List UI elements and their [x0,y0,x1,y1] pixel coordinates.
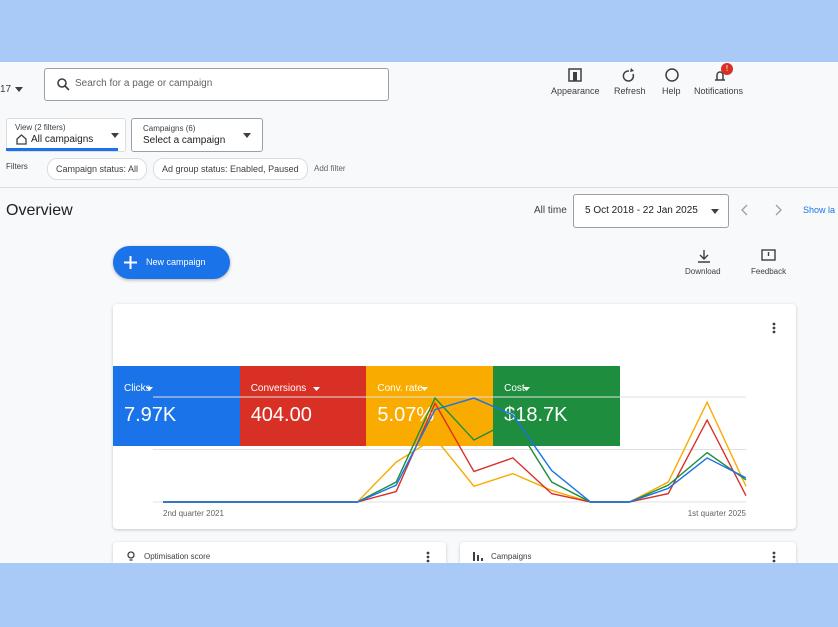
caret [523,387,531,391]
date-picker[interactable]: 5 Oct 2018 - 22 Jan 2025 [573,194,729,228]
more-icon[interactable] [772,551,776,563]
search-box[interactable]: Search for a page or campaign [44,68,389,101]
view-value: All campaigns [31,134,94,145]
show-link[interactable]: Show la [803,205,836,215]
metric-total: 5.07% [377,404,435,426]
action-icons [698,249,776,263]
filters-label: Filters [6,162,28,171]
caret [111,133,119,138]
caret [711,209,719,214]
campaign-label: Campaigns (6) [143,124,196,133]
more-icon[interactable] [426,551,430,563]
bulb-icon [127,551,135,561]
toolbar-action[interactable]: Help [662,86,681,96]
range-label: All time [534,205,567,216]
campaign-dropdown[interactable]: Campaigns (6) Select a campaign [131,118,263,152]
card-title: Optimisation score [144,552,211,561]
metric-name: Cost [504,383,525,394]
caret [421,387,429,391]
metric-total: $18.7K [504,404,568,426]
card: Campaigns [460,542,796,563]
date-nav[interactable] [740,204,785,216]
toolbar-action[interactable]: Appearance [551,86,600,96]
metric-tile[interactable]: Conversions 404.00 [239,366,367,446]
metric-total: 404.00 [250,404,312,426]
download[interactable]: Download [685,267,721,276]
filter-chip[interactable]: Ad group status: Enabled, Paused [153,158,308,180]
series-line [163,400,747,503]
more-icon[interactable] [772,322,776,334]
line-chart: 2nd quarter 2021 1st quarter 2025 [153,396,747,518]
caret [15,87,23,92]
home-icon [16,134,27,145]
bars-icon [473,552,483,561]
card-title: Campaigns [491,552,532,561]
metric-name: Clicks [124,383,151,394]
series-line [163,397,747,503]
metric-tile[interactable]: Conv. rate 5.07% [366,366,494,446]
search-placeholder: Search for a page or campaign [75,78,213,89]
app: 17 Search for a page or campaign ! Appea… [0,62,838,563]
page-title: Overview [6,202,73,219]
caret [312,387,320,391]
metric-name: Conv. rate [377,383,423,394]
campaign-value: Select a campaign [143,135,226,146]
view-underline [6,148,118,151]
caret [243,133,251,138]
search-icon [57,78,70,91]
add-filter[interactable]: Add filter [314,164,346,173]
x-tick-label: 1st quarter 2025 [688,509,747,518]
divider [0,187,838,188]
metric-total: 7.97K [124,404,177,426]
date-range: 5 Oct 2018 - 22 Jan 2025 [585,205,698,216]
toolbar-icons [568,68,725,82]
view-label: View (2 filters) [15,123,66,132]
metric-tile[interactable]: Clicks 7.97K [113,366,240,446]
notification-badge: ! [721,63,733,75]
toolbar-action[interactable]: Notifications [694,86,744,96]
card: Optimisation score [113,542,446,563]
plus-icon [124,256,137,269]
button-label: New campaign [146,257,206,267]
toolbar-action[interactable]: Refresh [614,86,646,96]
account-id[interactable]: 17 [0,84,12,95]
metric-tile[interactable]: Cost $18.7K [493,366,621,446]
new-campaign-button[interactable]: New campaign [113,246,230,279]
metric-name: Conversions [250,383,307,394]
x-tick-label: 2nd quarter 2021 [163,509,224,518]
filter-chip[interactable]: Campaign status: All [47,158,148,180]
view-dropdown[interactable]: View (2 filters) All campaigns [6,118,126,152]
feedback[interactable]: Feedback [751,267,787,276]
caret [146,387,153,391]
